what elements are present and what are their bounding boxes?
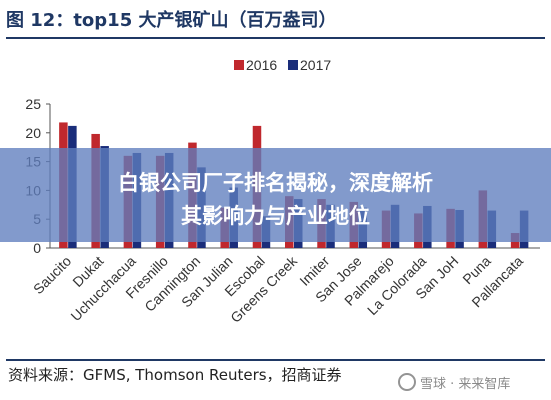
chart-legend: 2016 2017 xyxy=(234,57,331,73)
figure-title: 图 12：top15 大产银矿山（百万盎司） xyxy=(6,10,337,31)
source-note: 资料来源：GFMS, Thomson Reuters，招商证券 xyxy=(8,366,342,384)
legend-label-2017: 2017 xyxy=(300,57,331,73)
y-tick-label: 20 xyxy=(25,125,41,141)
legend-swatch-2017 xyxy=(288,60,298,70)
x-tick-labels: SaucitoDukatUchucchacuaFresnilloCanningt… xyxy=(30,252,526,326)
y-tick-label: 0 xyxy=(33,240,41,256)
y-tick-label: 25 xyxy=(25,96,41,112)
watermark-text: 雪球 · 来来智库 xyxy=(420,376,511,392)
title-divider xyxy=(6,37,545,39)
legend-label-2016: 2016 xyxy=(246,57,277,73)
headline-line-2: 其影响力与产业地位 xyxy=(181,204,370,228)
footer-divider xyxy=(6,359,545,361)
headline-line-1: 白银公司厂子排名揭秘，深度解析 xyxy=(118,171,433,195)
snowball-logo-icon xyxy=(398,373,416,391)
x-tick-label: Saucito xyxy=(30,253,74,297)
legend-swatch-2016 xyxy=(234,60,244,70)
headline-banner xyxy=(0,148,551,242)
watermark: 雪球 · 来来智库 xyxy=(398,368,548,396)
